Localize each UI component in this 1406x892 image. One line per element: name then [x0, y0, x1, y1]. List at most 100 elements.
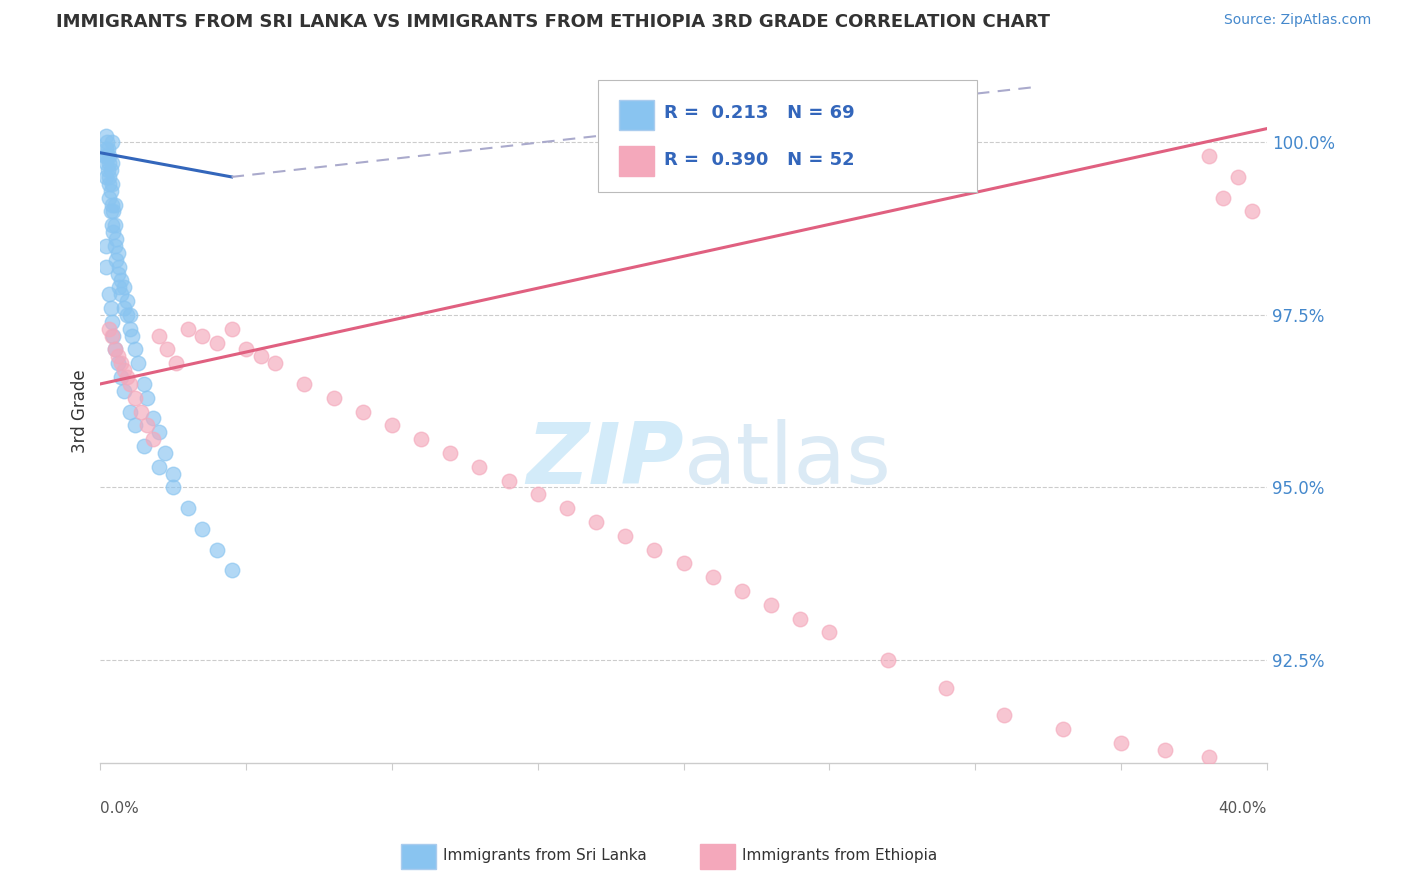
Text: 40.0%: 40.0%	[1219, 801, 1267, 816]
Point	[205, 542, 228, 557]
Point	[439, 446, 461, 460]
Point	[148, 328, 170, 343]
Point	[249, 349, 271, 363]
Point	[96, 260, 118, 274]
Point	[132, 439, 155, 453]
Point	[96, 128, 118, 143]
Point	[1226, 169, 1249, 184]
Point	[555, 501, 578, 516]
Point	[165, 356, 187, 370]
Point	[818, 625, 841, 640]
Text: 0.0%: 0.0%	[100, 801, 139, 816]
Point	[759, 598, 782, 612]
Point	[191, 328, 214, 343]
Point	[112, 301, 135, 315]
Point	[96, 156, 118, 170]
Point	[118, 322, 141, 336]
Text: Immigrants from Ethiopia: Immigrants from Ethiopia	[742, 848, 938, 863]
Text: IMMIGRANTS FROM SRI LANKA VS IMMIGRANTS FROM ETHIOPIA 3RD GRADE CORRELATION CHAR: IMMIGRANTS FROM SRI LANKA VS IMMIGRANTS …	[56, 13, 1050, 31]
Point	[101, 197, 124, 211]
Point	[527, 487, 550, 501]
Point	[162, 467, 184, 481]
Point	[96, 142, 118, 156]
Point	[498, 474, 520, 488]
Point	[127, 356, 149, 370]
Point	[105, 232, 128, 246]
Point	[124, 418, 146, 433]
Point	[148, 459, 170, 474]
Point	[148, 425, 170, 440]
Point	[112, 363, 135, 377]
Point	[97, 177, 120, 191]
Point	[177, 501, 200, 516]
Point	[132, 376, 155, 391]
Point	[97, 163, 120, 178]
Point	[935, 681, 957, 695]
Point	[1153, 742, 1175, 756]
Point	[100, 301, 122, 315]
Point	[672, 557, 695, 571]
Point	[93, 149, 115, 163]
Point	[136, 418, 159, 433]
Point	[264, 356, 287, 370]
Point	[235, 343, 257, 357]
Point	[177, 322, 200, 336]
Point	[115, 308, 138, 322]
Point	[136, 391, 159, 405]
Point	[121, 328, 143, 343]
Point	[115, 294, 138, 309]
Point	[162, 480, 184, 494]
Point	[101, 177, 124, 191]
Point	[96, 149, 118, 163]
Point	[142, 432, 165, 446]
Text: ZIP: ZIP	[526, 419, 683, 502]
Point	[110, 356, 132, 370]
Point	[107, 349, 129, 363]
Point	[352, 404, 374, 418]
Point	[98, 322, 121, 336]
Point	[993, 708, 1015, 723]
Point	[205, 335, 228, 350]
Point	[411, 432, 433, 446]
Point	[97, 156, 120, 170]
Point	[322, 391, 344, 405]
Point	[107, 356, 129, 370]
Point	[1052, 722, 1074, 736]
Point	[104, 343, 127, 357]
Point	[118, 404, 141, 418]
Point	[156, 343, 179, 357]
Point	[104, 218, 127, 232]
Point	[104, 239, 127, 253]
Point	[1198, 149, 1220, 163]
Point	[96, 136, 118, 150]
Point	[1241, 204, 1264, 219]
Point	[124, 391, 146, 405]
Point	[1109, 736, 1132, 750]
Point	[98, 287, 121, 301]
Point	[101, 218, 124, 232]
Point	[112, 384, 135, 398]
Point	[101, 136, 124, 150]
Point	[221, 563, 243, 577]
Point	[98, 169, 121, 184]
Point	[153, 446, 176, 460]
Point	[108, 280, 131, 294]
Point	[94, 169, 117, 184]
Point	[101, 156, 124, 170]
Point	[100, 204, 122, 219]
Point	[100, 184, 122, 198]
Point	[101, 315, 124, 329]
Point	[876, 653, 898, 667]
Point	[103, 225, 125, 239]
Point	[115, 370, 138, 384]
Point	[100, 163, 122, 178]
Point	[789, 611, 811, 625]
Point	[1198, 749, 1220, 764]
Point	[107, 267, 129, 281]
Point	[98, 191, 121, 205]
Point	[142, 411, 165, 425]
Point	[585, 515, 607, 529]
Point	[468, 459, 491, 474]
Point	[1212, 191, 1234, 205]
Point	[110, 273, 132, 287]
